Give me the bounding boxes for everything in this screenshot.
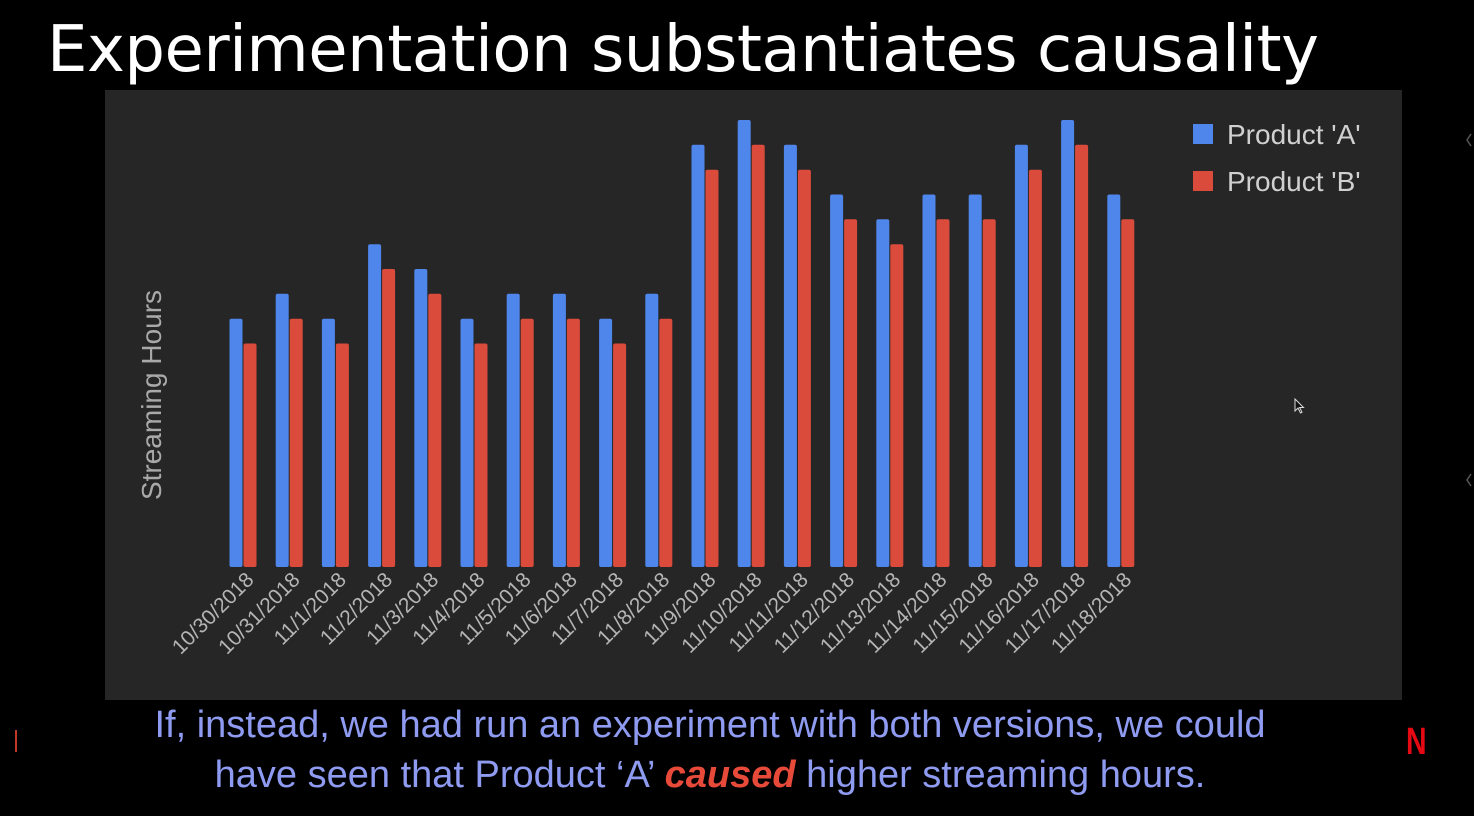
bar-product-b-2: [335, 343, 349, 567]
bar-product-b-10: [705, 169, 719, 567]
bar-product-b-7: [566, 318, 580, 567]
slide-title: Experimentation substantiates causality: [47, 13, 1319, 87]
bar-product-a-4: [414, 269, 428, 567]
chart-svg: 10/30/201810/31/201811/1/201811/2/201811…: [136, 119, 1361, 659]
bar-product-a-10: [691, 144, 705, 568]
bar-product-b-5: [474, 343, 488, 567]
bar-product-a-17: [1014, 144, 1028, 568]
bar-product-a-2: [321, 318, 335, 567]
bar-product-b-3: [382, 269, 396, 567]
bar-product-a-14: [876, 219, 890, 568]
bar-product-b-6: [520, 318, 534, 567]
bar-product-b-15: [936, 219, 950, 568]
legend-label-product-a: Product 'A': [1227, 119, 1361, 150]
legend: Product 'A' Product 'B': [1193, 119, 1361, 197]
caption-line-2-pre: have seen that Product ‘A’: [214, 754, 665, 796]
legend-swatch-product-b: [1193, 171, 1213, 191]
bar-product-b-8: [613, 343, 627, 567]
bar-product-b-16: [982, 219, 996, 568]
bar-product-b-12: [797, 169, 811, 567]
bar-product-b-1: [289, 318, 303, 567]
bar-product-a-1: [275, 293, 289, 567]
bar-product-b-4: [428, 293, 442, 567]
bar-product-a-13: [830, 194, 844, 567]
bar-product-a-3: [368, 244, 382, 567]
bar-product-b-0: [243, 343, 257, 567]
legend-swatch-product-a: [1193, 124, 1213, 144]
bar-product-b-9: [659, 318, 673, 567]
bars-layer: [229, 120, 1135, 568]
bar-product-a-9: [645, 293, 659, 567]
bar-product-a-19: [1107, 194, 1121, 567]
bar-product-a-0: [229, 318, 243, 567]
mouse-cursor-icon: [1294, 398, 1305, 414]
bar-product-a-5: [460, 318, 474, 567]
legend-label-product-b: Product 'B': [1227, 166, 1361, 197]
bar-product-a-16: [968, 194, 982, 567]
right-edge-chevrons: [1466, 133, 1472, 487]
bar-product-b-19: [1121, 219, 1135, 568]
left-edge-marker: [15, 730, 17, 752]
caption-line-2: have seen that Product ‘A’ caused higher…: [0, 750, 1420, 800]
caption-emphasis: caused: [664, 754, 796, 796]
caption-line-2-post: higher streaming hours.: [795, 754, 1206, 796]
bar-product-a-7: [552, 293, 566, 567]
bar-product-a-12: [783, 144, 797, 568]
bar-product-b-11: [751, 144, 765, 568]
bar-product-a-6: [506, 293, 520, 567]
bar-product-a-11: [737, 120, 751, 567]
bar-chart: 10/30/2018 10/31/2018 11/1/2018 11/2/2018 11…: [105, 90, 1402, 700]
bar-product-b-14: [890, 244, 904, 567]
bar-product-b-13: [844, 219, 858, 568]
slide-caption: If, instead, we had run an experiment wi…: [0, 700, 1420, 800]
netflix-logo-icon: N: [1406, 721, 1427, 763]
x-tick-labels: 10/30/201810/31/201811/1/201811/2/201811…: [168, 568, 1136, 659]
bar-product-a-8: [599, 318, 613, 567]
bar-product-a-18: [1061, 120, 1075, 567]
bar-product-a-15: [922, 194, 936, 567]
y-axis-label: Streaming Hours: [136, 290, 167, 500]
bar-product-b-18: [1075, 144, 1089, 568]
bar-product-b-17: [1028, 169, 1042, 567]
caption-line-1: If, instead, we had run an experiment wi…: [154, 704, 1266, 746]
